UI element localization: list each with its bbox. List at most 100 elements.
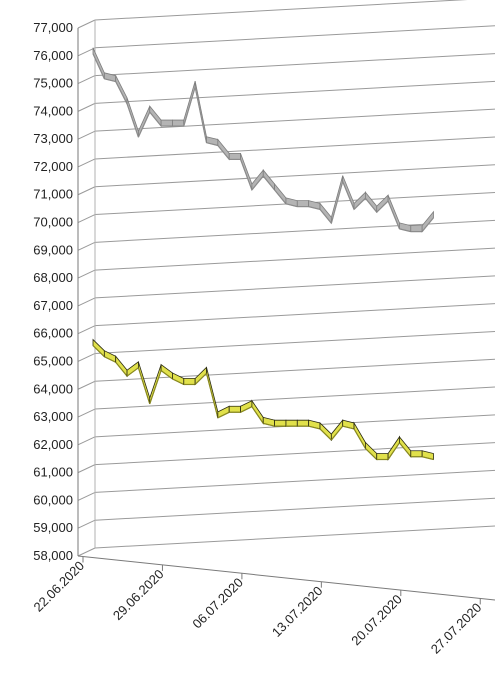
gridlines	[77, 0, 495, 557]
series-segment	[172, 372, 185, 386]
series-segment-edge	[251, 406, 264, 424]
y-tick-label: 65,000	[33, 353, 73, 368]
series-segment-edge	[308, 206, 321, 210]
y-tick-label: 58,000	[33, 548, 73, 563]
gridline-depth	[77, 436, 96, 446]
y-tick-label: 71,000	[33, 187, 73, 202]
series-segment-edge	[319, 428, 332, 441]
series-segment	[228, 405, 241, 413]
series-segment	[353, 191, 366, 211]
series-segment-edge	[376, 200, 389, 213]
series-segment-edge	[399, 228, 411, 233]
series-segment	[296, 419, 310, 427]
series-segment	[217, 405, 230, 419]
series-segment-edge	[92, 53, 105, 80]
x-tick-label: 20.07.2020	[348, 592, 405, 649]
gridline	[94, 247, 495, 271]
series-segment	[296, 200, 310, 208]
gridline-depth	[77, 19, 96, 29]
gridline-depth	[77, 102, 96, 112]
gridline	[94, 25, 495, 49]
gridline-depth	[77, 380, 96, 390]
series-segment-edge	[251, 175, 264, 191]
gridline	[94, 303, 495, 327]
series-segment-edge	[353, 428, 366, 449]
series-segment-edge	[206, 142, 218, 147]
series-segment-edge	[387, 200, 401, 230]
series-segment-edge	[274, 189, 287, 205]
gridline	[94, 164, 495, 188]
series-segment-edge	[240, 406, 253, 413]
series-1	[92, 47, 434, 233]
gridline-depth	[77, 325, 96, 335]
series-segment-edge	[330, 181, 344, 224]
series-segment-edge	[149, 370, 162, 405]
series-segment-edge	[262, 175, 276, 191]
series-segment-edge	[342, 181, 355, 210]
series-segment-edge	[217, 411, 230, 419]
series-segment-edge	[104, 356, 116, 363]
series-segment-edge	[126, 367, 139, 377]
series-segment-edge	[160, 370, 173, 380]
gridline-depth	[77, 47, 96, 57]
y-tick-label: 59,000	[33, 520, 73, 535]
series-segment-edge	[308, 425, 321, 430]
y-tick-label: 70,000	[33, 215, 73, 230]
series-segment-edge	[263, 422, 275, 427]
x-axis-line	[77, 555, 495, 601]
series-segment-edge	[353, 197, 366, 210]
gridline-depth	[77, 547, 96, 557]
gridline	[94, 219, 495, 243]
gridline	[94, 469, 495, 493]
series-segment	[228, 152, 241, 160]
series-segment-edge	[149, 111, 162, 127]
y-tick-label: 61,000	[33, 465, 73, 480]
series-segment	[183, 378, 196, 385]
series-segment-edge	[285, 203, 298, 208]
series-segment-edge	[194, 372, 207, 385]
gridline-depth	[77, 408, 96, 418]
x-tick-labels: 22.06.2020 29.06.2020 06.07.2020 13.07.2020…	[30, 558, 484, 657]
series-segment	[410, 225, 423, 233]
gridline	[94, 442, 495, 466]
series-segment	[376, 194, 389, 214]
series-segment-edge	[115, 81, 128, 105]
y-tick-label: 75,000	[33, 76, 73, 91]
series-segment	[319, 421, 332, 442]
x-tick-label: 13.07.2020	[269, 583, 326, 640]
y-tick-label: 67,000	[33, 298, 73, 313]
series-segment-edge	[342, 425, 355, 430]
series-segment-edge	[137, 367, 151, 405]
series-segment-edge	[398, 442, 412, 458]
series-segment-edge	[115, 361, 128, 377]
series-segment-edge	[387, 442, 400, 460]
y-tick-labels: 58,000 59,000 60,000 61,000 62,000 63,000 64,0…	[33, 20, 73, 563]
y-tick-label: 73,000	[33, 131, 73, 146]
y-tick-label: 72,000	[33, 159, 73, 174]
gridline	[94, 0, 468, 21]
series-segment-edge	[194, 87, 208, 143]
gridline	[94, 275, 495, 299]
series-segment	[160, 119, 173, 127]
series-segment-edge	[92, 345, 105, 358]
series-segment-edge	[126, 103, 139, 138]
gridline-depth	[77, 158, 96, 168]
gridline-depth	[77, 214, 96, 223]
gridline	[94, 330, 495, 354]
series-segment-edge	[172, 378, 185, 386]
y-tick-label: 63,000	[33, 409, 73, 424]
series-segment-edge	[205, 373, 219, 418]
gridline-depth	[77, 241, 96, 251]
gridline-depth	[77, 269, 96, 279]
y-tick-label: 74,000	[33, 103, 73, 118]
series-segment-edge	[364, 447, 378, 460]
gridline	[94, 386, 495, 410]
series-segment-edge	[239, 159, 253, 191]
gridline-depth	[77, 519, 96, 529]
series-segment-edge	[421, 217, 434, 233]
series-2	[92, 338, 434, 461]
series-segment-edge	[330, 425, 344, 441]
y-tick-label: 64,000	[33, 381, 73, 396]
